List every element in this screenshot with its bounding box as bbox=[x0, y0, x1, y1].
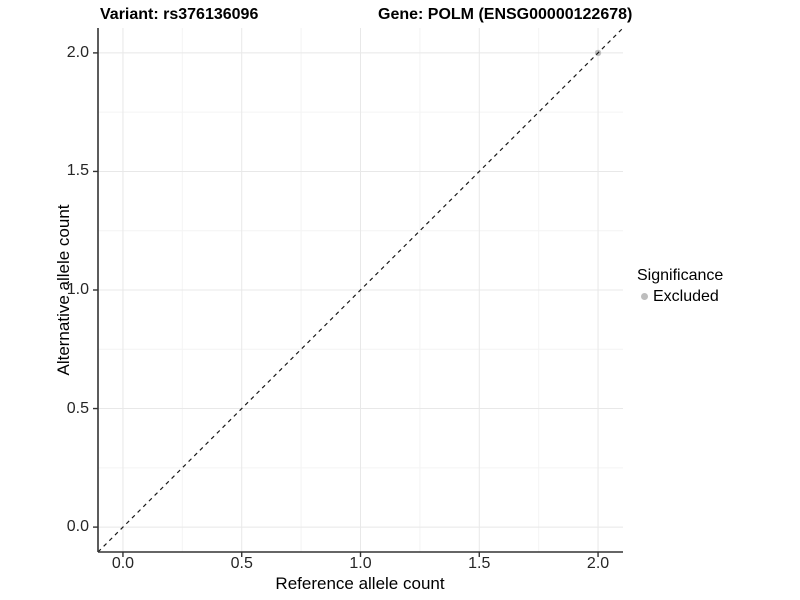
y-tick-label: 0.5 bbox=[66, 399, 89, 417]
legend-point-icon bbox=[641, 293, 648, 300]
y-axis-title: Alternative allele count bbox=[54, 204, 73, 376]
legend-title: Significance bbox=[637, 267, 724, 284]
x-tick-label: 0.5 bbox=[230, 555, 253, 572]
legend: Significance Excluded bbox=[637, 266, 723, 306]
x-tick-label: 0.0 bbox=[111, 555, 135, 572]
variant-title: Variant: rs376136096 bbox=[100, 6, 259, 23]
y-tick-label: 0.0 bbox=[66, 518, 89, 536]
legend-item-label: Excluded bbox=[653, 288, 719, 305]
legend-item-excluded: Excluded bbox=[637, 287, 723, 306]
y-tick-label: 2.0 bbox=[66, 43, 89, 61]
identity-line bbox=[97, 27, 624, 553]
gene-title: Gene: POLM (ENSG00000122678) bbox=[378, 6, 633, 23]
y-tick-label: 1.5 bbox=[66, 162, 89, 180]
y-tick-label: 1.0 bbox=[66, 281, 89, 298]
plot-panel bbox=[93, 27, 624, 557]
x-tick-label: 1.5 bbox=[468, 555, 491, 572]
x-tick-label: 2.0 bbox=[586, 555, 610, 572]
x-axis-title: Reference allele count bbox=[275, 574, 445, 593]
plot-svg bbox=[93, 27, 624, 557]
x-tick-label: 1.0 bbox=[349, 555, 372, 572]
